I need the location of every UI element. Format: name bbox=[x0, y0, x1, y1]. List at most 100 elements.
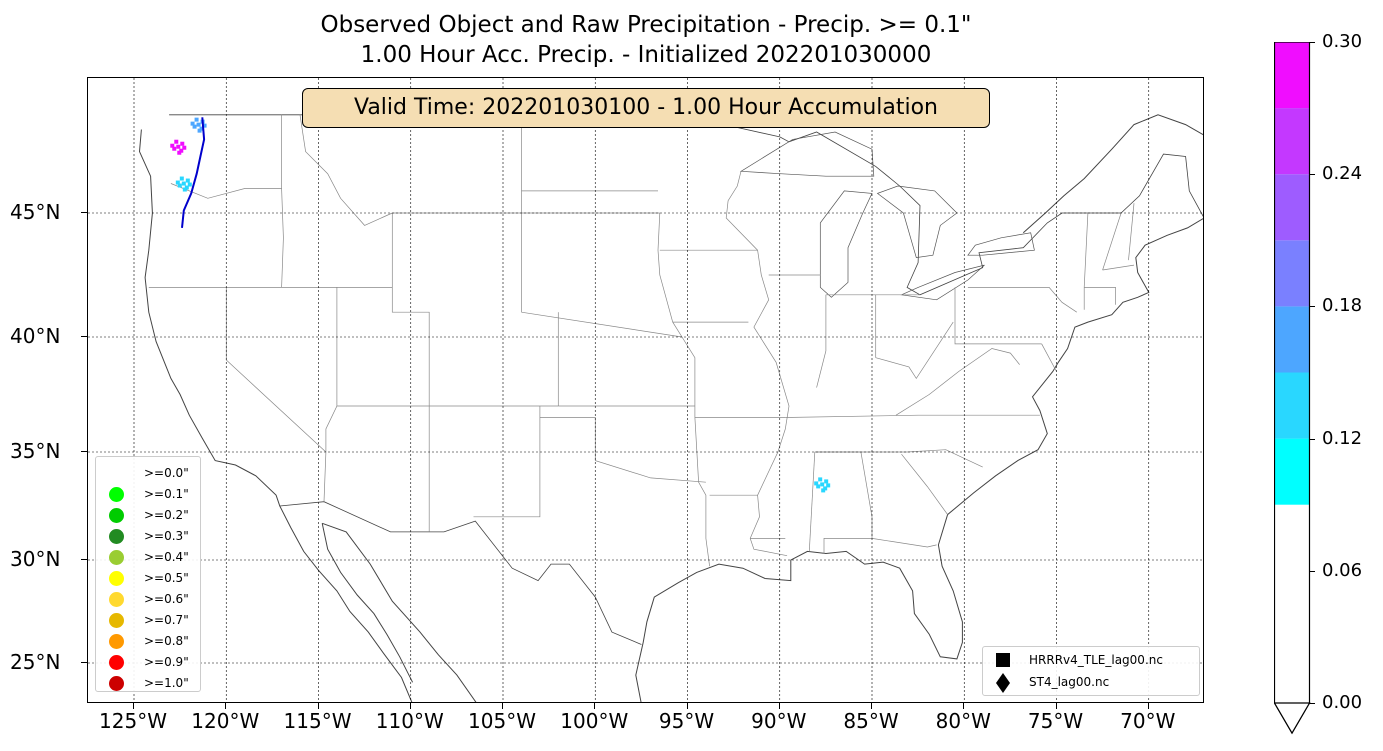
lat-label-4: 30°N bbox=[10, 547, 61, 571]
threshold-legend-item: >=0.2" bbox=[96, 505, 202, 526]
threshold-legend-item: >=0.0" bbox=[96, 463, 202, 484]
colorbar-tick-label: 0.00 bbox=[1322, 692, 1363, 713]
threshold-legend-item: >=0.8" bbox=[96, 631, 202, 652]
colorbar-band-3 bbox=[1274, 372, 1310, 439]
threshold-marker-icon bbox=[109, 550, 124, 565]
colorbar bbox=[1274, 42, 1311, 735]
state-border-37 bbox=[967, 287, 1077, 313]
state-border-43 bbox=[1102, 212, 1122, 271]
threshold-legend: >=0.0" >=0.1" >=0.2" >=0.3" >=0.4" >=0.5" >=0.… bbox=[95, 456, 201, 692]
lat-tick-4 bbox=[81, 559, 87, 560]
title-line-1: Observed Object and Raw Precipitation - … bbox=[320, 12, 972, 38]
washington-precip bbox=[170, 139, 187, 155]
model-legend: HRRRv4_TLE_lag00.nc ST4_lag00.nc bbox=[982, 646, 1200, 696]
threshold-legend-item: >=0.9" bbox=[96, 652, 202, 673]
title-line-2: 1.00 Hour Acc. Precip. - Initialized 202… bbox=[360, 42, 932, 68]
lat-tick-2 bbox=[81, 336, 87, 337]
mexico-border bbox=[279, 501, 642, 645]
lon-tick-6 bbox=[594, 703, 596, 709]
great-lake-2 bbox=[819, 190, 873, 298]
colorbar-band-4 bbox=[1274, 306, 1310, 373]
threshold-legend-item: >=0.5" bbox=[96, 568, 202, 589]
lon-tick-11 bbox=[1055, 703, 1057, 709]
lat-label-3: 35°N bbox=[10, 439, 61, 463]
state-border-38 bbox=[895, 348, 1020, 416]
west-coastline bbox=[138, 129, 413, 702]
lon-label-8: 90°W bbox=[751, 709, 807, 733]
lon-tick-3 bbox=[317, 703, 319, 709]
threshold-label: >=0.5" bbox=[144, 571, 189, 585]
gulf-of-california-coast bbox=[321, 523, 414, 683]
great-lake-1 bbox=[739, 131, 875, 177]
colorbar-band-7 bbox=[1274, 108, 1310, 175]
lat-label-2: 40°N bbox=[10, 324, 61, 348]
state-border-40 bbox=[1083, 212, 1089, 310]
diamond-marker-icon bbox=[996, 673, 1010, 693]
model-label: ST4_lag00.nc bbox=[1029, 675, 1110, 689]
square-marker-icon bbox=[996, 653, 1010, 667]
state-border-35 bbox=[875, 321, 954, 380]
object-track bbox=[181, 117, 206, 229]
colorbar-tick-label: 0.18 bbox=[1322, 295, 1363, 317]
threshold-legend-item: >=1.0" bbox=[96, 673, 202, 694]
threshold-legend-item: >=0.6" bbox=[96, 589, 202, 610]
state-border-16 bbox=[694, 417, 710, 567]
state-border-31 bbox=[901, 453, 948, 515]
southwest-wa-precip bbox=[175, 176, 192, 192]
state-border-1 bbox=[281, 114, 284, 288]
great-lake-4 bbox=[900, 264, 985, 301]
great-lake-5 bbox=[967, 232, 1035, 256]
colorbar-tick-label: 0.24 bbox=[1322, 163, 1363, 185]
threshold-label: >=0.3" bbox=[144, 529, 189, 543]
mexico-west-coast bbox=[322, 522, 477, 702]
model-label: HRRRv4_TLE_lag00.nc bbox=[1029, 653, 1163, 667]
threshold-marker-icon bbox=[109, 634, 124, 649]
map-panel[interactable] bbox=[87, 77, 1204, 703]
lon-label-9: 85°W bbox=[843, 709, 899, 733]
state-border-22 bbox=[725, 171, 790, 557]
threshold-label: >=0.1" bbox=[144, 487, 189, 501]
east-coastline bbox=[635, 218, 1203, 702]
great-lake-3 bbox=[876, 185, 958, 258]
state-border-41 bbox=[1084, 287, 1116, 305]
threshold-label: >=1.0" bbox=[144, 676, 189, 690]
state-border-4 bbox=[323, 287, 338, 502]
threshold-label: >=0.6" bbox=[144, 592, 189, 606]
colorbar-tick bbox=[1309, 570, 1315, 572]
lon-tick-7 bbox=[686, 703, 688, 709]
state-border-14 bbox=[473, 406, 541, 518]
threshold-label: >=0.4" bbox=[144, 550, 189, 564]
model-legend-item: HRRRv4_TLE_lag00.nc bbox=[983, 649, 1201, 671]
map-canvas[interactable] bbox=[88, 78, 1204, 703]
lon-tick-5 bbox=[502, 703, 503, 709]
threshold-legend-item: >=0.1" bbox=[96, 484, 202, 505]
state-border-9 bbox=[299, 114, 393, 226]
threshold-marker-icon bbox=[109, 508, 124, 523]
state-border-32 bbox=[816, 294, 827, 388]
threshold-marker-icon bbox=[109, 466, 124, 481]
lon-tick-8 bbox=[778, 703, 780, 709]
threshold-label: >=0.8" bbox=[144, 634, 189, 648]
state-border-26 bbox=[808, 451, 816, 552]
lon-tick-12 bbox=[1147, 703, 1149, 709]
threshold-label: >=0.0" bbox=[144, 466, 189, 480]
threshold-marker-icon bbox=[109, 571, 124, 586]
lon-label-4: 110°W bbox=[375, 709, 444, 733]
threshold-legend-item: >=0.4" bbox=[96, 547, 202, 568]
state-border-28 bbox=[871, 538, 937, 548]
colorbar-tick bbox=[1309, 174, 1315, 176]
colorbar-band-8 bbox=[1274, 42, 1310, 109]
state-border-29 bbox=[785, 414, 1040, 418]
map-title: Observed Object and Raw Precipitation - … bbox=[88, 10, 1204, 70]
colorbar-tick-label: 0.30 bbox=[1322, 31, 1363, 52]
lat-tick-3 bbox=[81, 451, 87, 452]
state-border-44 bbox=[1128, 203, 1135, 261]
lat-label-1: 45°N bbox=[10, 200, 61, 224]
colorbar-band-5 bbox=[1274, 240, 1310, 307]
st-lawrence-coast bbox=[1022, 114, 1203, 234]
state-border-27 bbox=[814, 451, 873, 554]
state-border-17 bbox=[657, 212, 696, 418]
threshold-marker-icon bbox=[109, 592, 124, 607]
lon-label-2: 120°W bbox=[191, 709, 260, 733]
threshold-legend-item: >=0.3" bbox=[96, 526, 202, 547]
